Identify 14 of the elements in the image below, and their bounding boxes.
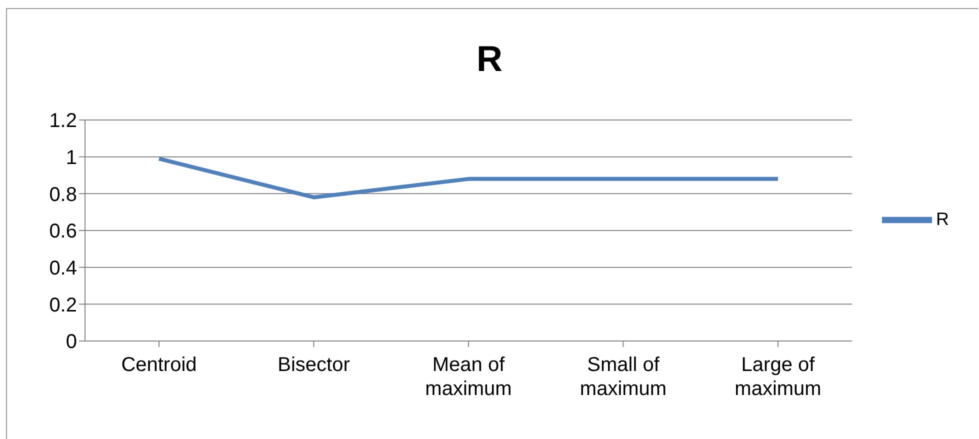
y-tick-label: 0 — [66, 331, 77, 354]
x-tick-label: Centroid — [121, 354, 197, 376]
legend-label: R — [936, 208, 949, 228]
y-tick-label: 1 — [66, 146, 77, 169]
chart-title: R — [476, 38, 504, 80]
x-tick-label: Small of maximum — [580, 354, 667, 400]
x-tick-label: Bisector — [278, 354, 350, 376]
y-tick-label: 0.2 — [49, 294, 77, 316]
y-tick-label: 0.8 — [49, 184, 77, 206]
y-tick-label: 0.4 — [49, 257, 77, 280]
y-tick-label: 0.6 — [49, 220, 77, 243]
x-tick-label: Mean of maximum — [425, 354, 512, 400]
x-tick-label: Large of maximum — [734, 354, 822, 400]
y-tick-label: 1.2 — [49, 110, 77, 132]
